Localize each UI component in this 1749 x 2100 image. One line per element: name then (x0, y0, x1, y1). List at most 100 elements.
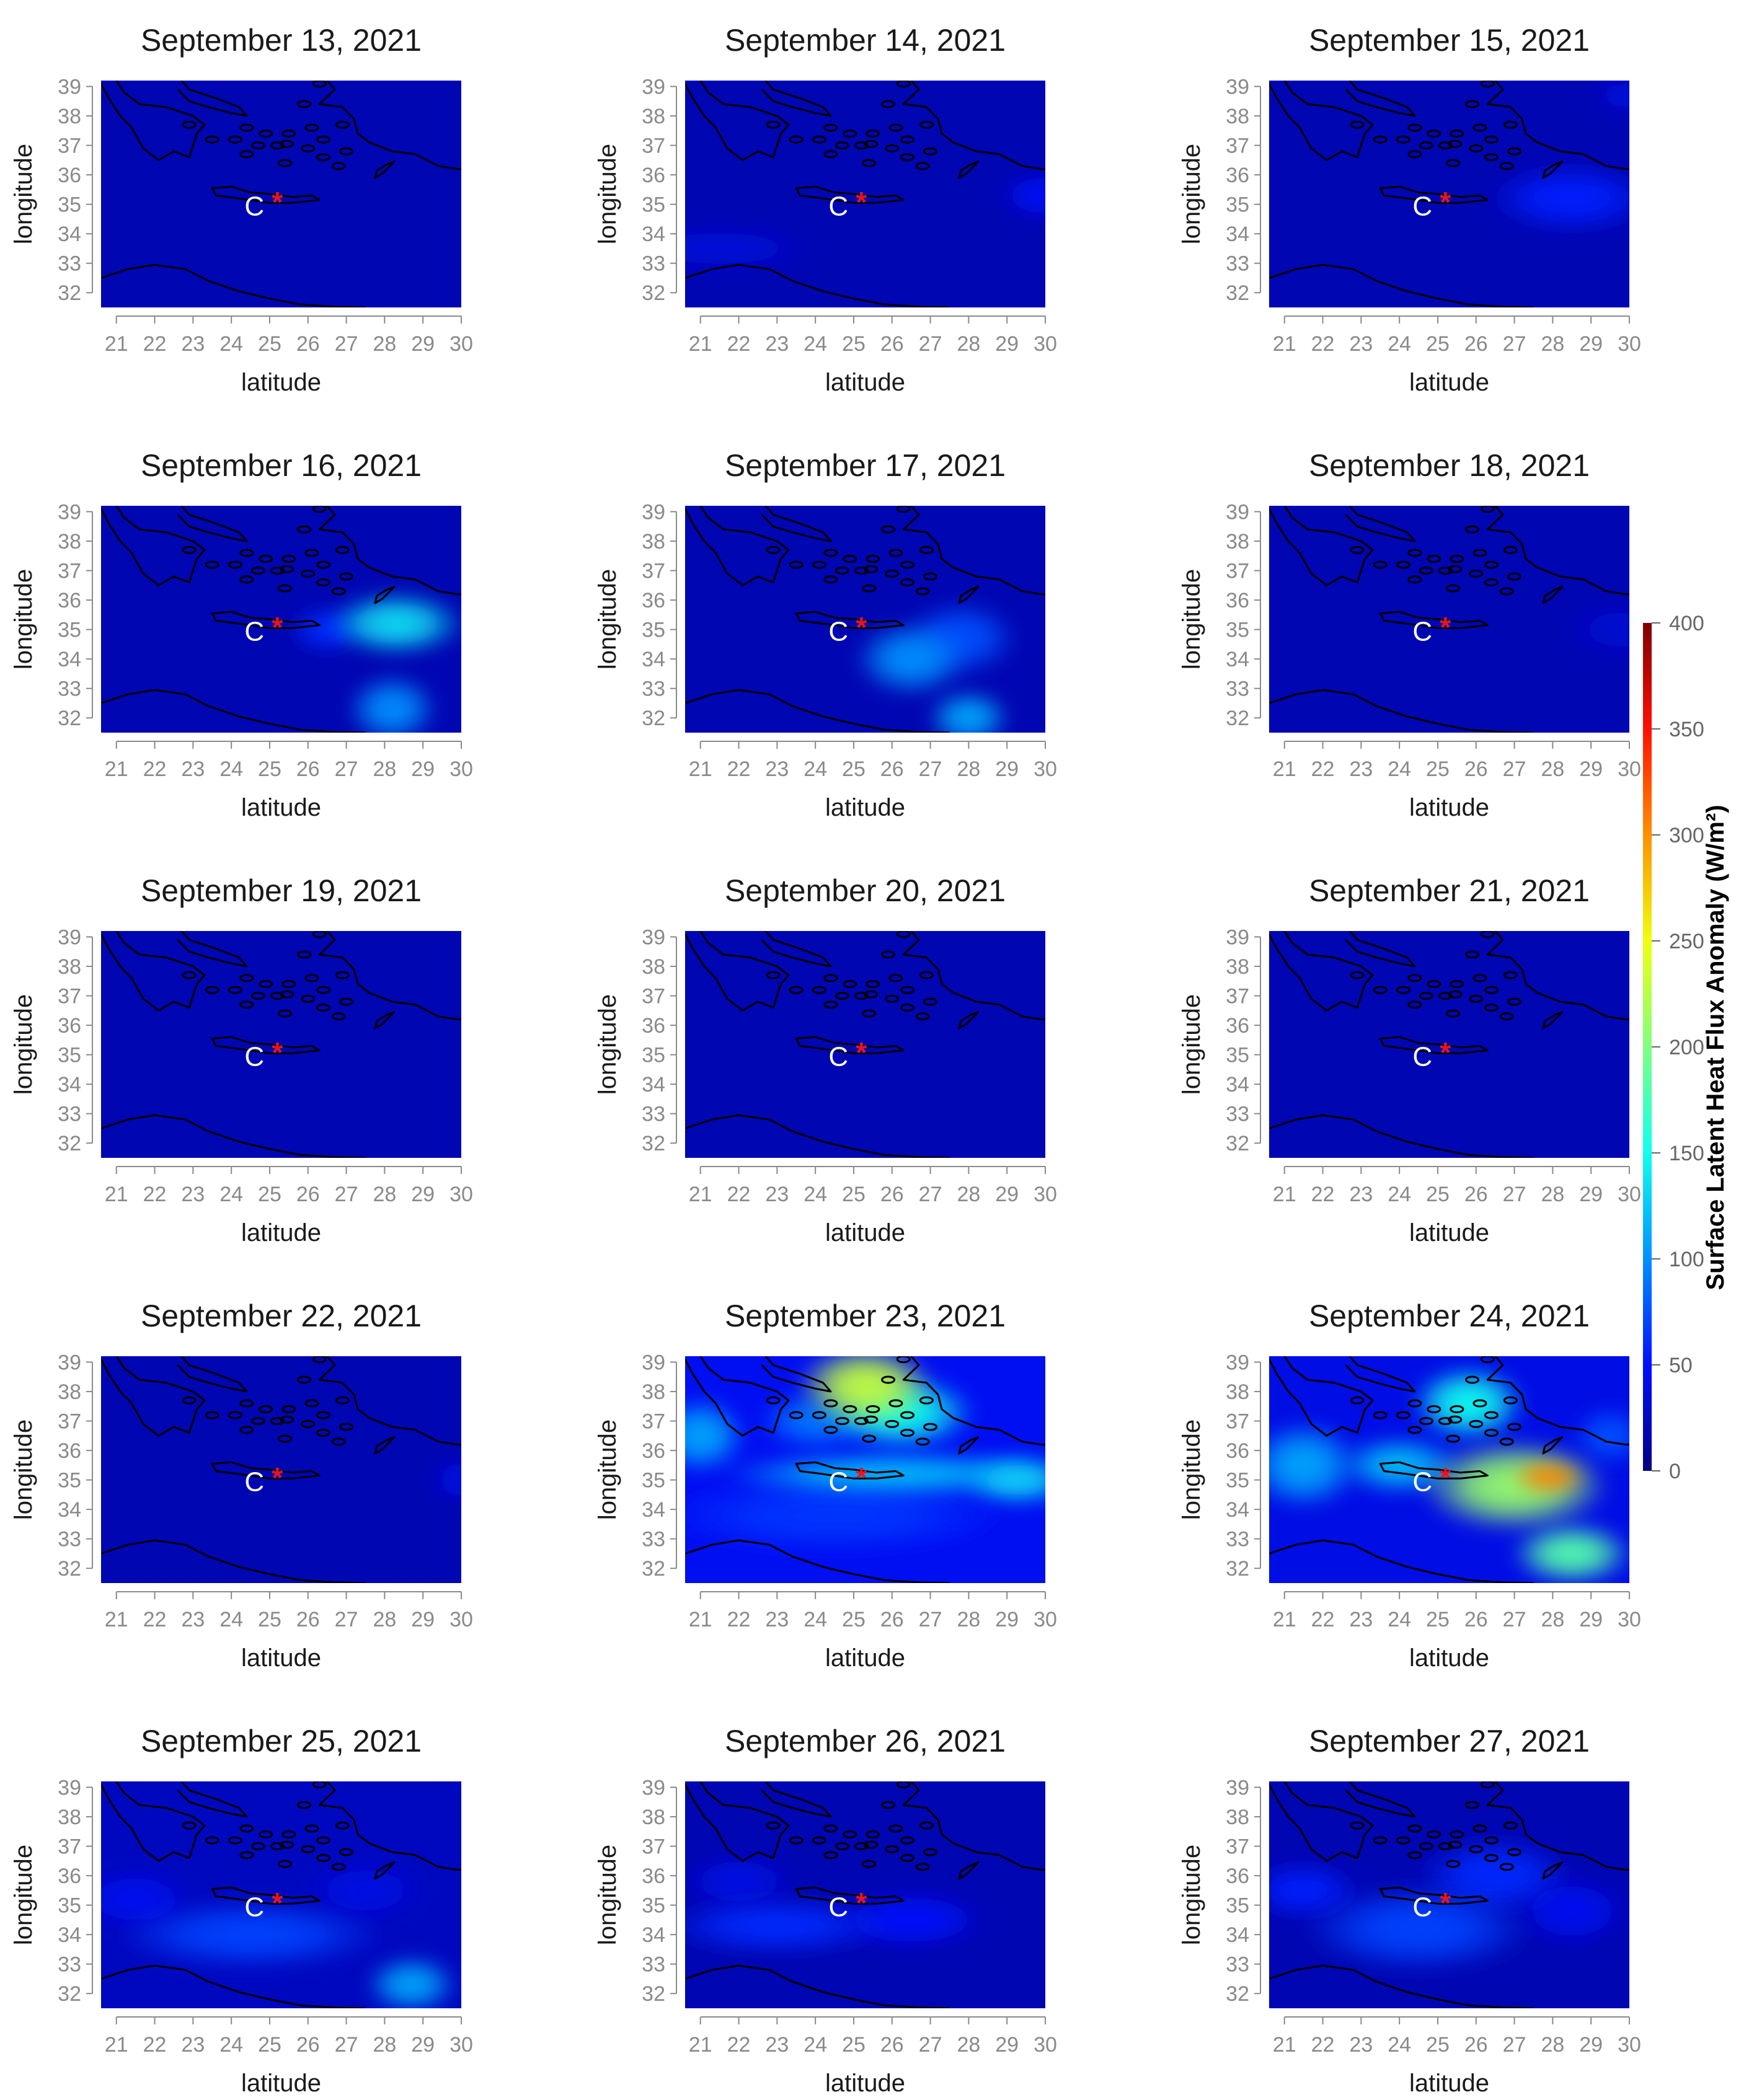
colorbar-gradient (1643, 623, 1652, 1471)
coastline-euboea (1345, 506, 1416, 542)
heatmap-panel: September 24, 2021 C * 32 33 34 35 36 37 38 39 21 22… (1178, 1299, 1641, 1672)
island (1499, 587, 1514, 596)
heat-hotspot (1487, 163, 1629, 234)
y-tick-label: 32 (642, 707, 665, 730)
y-tick-label: 36 (1226, 164, 1249, 187)
island (1373, 1836, 1388, 1845)
coastline-africa (685, 689, 950, 733)
island (1438, 992, 1453, 1000)
heat-hotspot (796, 1356, 934, 1427)
y-tick-label: 37 (1226, 135, 1249, 158)
island (182, 1821, 197, 1830)
coastline-greece (685, 506, 790, 586)
island (900, 1836, 914, 1845)
panel-title: September 22, 2021 (141, 1299, 422, 1333)
y-tick-label: 32 (58, 1557, 81, 1581)
island (1484, 1836, 1499, 1845)
coastline-euboea (177, 506, 248, 542)
marker-label: C (828, 1042, 848, 1072)
island (259, 1405, 273, 1414)
x-tick-label: 30 (449, 332, 473, 356)
coastline-africa (101, 1114, 366, 1158)
y-tick-label: 39 (642, 501, 665, 524)
x-tick-label: 26 (880, 1608, 904, 1631)
island (335, 545, 350, 554)
island (335, 1821, 350, 1830)
coastline-euboea (1345, 931, 1416, 968)
field-background (685, 931, 1045, 1158)
x-tick-label: 21 (689, 1608, 712, 1631)
y-tick-label: 35 (1226, 193, 1249, 217)
heat-field (101, 506, 461, 733)
island (919, 545, 934, 554)
coastline-euboea (177, 1356, 248, 1393)
epicenter-marker: * (1440, 611, 1451, 643)
coastline-euboea (1345, 81, 1416, 117)
island (1438, 567, 1453, 575)
heat-field (685, 1356, 1045, 1583)
island (1407, 1426, 1422, 1434)
panel-title: September 16, 2021 (141, 448, 422, 483)
island (1438, 1417, 1453, 1426)
island (862, 1434, 877, 1443)
island (881, 525, 896, 534)
heatmap-panel: September 17, 2021 C * 32 33 34 35 36 37 38 39 21 22… (594, 448, 1057, 821)
island (297, 1375, 312, 1384)
colorbar-tick-label: 400 (1669, 612, 1704, 635)
y-tick-label: 36 (58, 589, 81, 612)
x-tick-label: 22 (143, 757, 167, 781)
island (1503, 971, 1518, 979)
x-tick-label: 24 (804, 332, 827, 356)
island (1469, 994, 1484, 1003)
heat-hotspot (1510, 1459, 1588, 1495)
x-tick-label: 26 (1464, 757, 1488, 781)
island (766, 120, 781, 129)
island (1503, 120, 1518, 129)
x-tick-label: 21 (689, 2033, 712, 2057)
island (862, 1860, 877, 1868)
colorbar: 0 50 100 150 200 250 300 350 400 Surface Latent … (1643, 612, 1729, 1483)
island (1448, 1840, 1463, 1849)
island (205, 135, 219, 144)
island (281, 1405, 296, 1414)
island (1407, 1000, 1422, 1009)
x-tick-label: 28 (1541, 332, 1564, 356)
coastline-africa (101, 1964, 366, 2008)
x-tick-label: 22 (1311, 332, 1335, 356)
colorbar-tick-label: 250 (1669, 930, 1704, 953)
y-tick-label: 36 (58, 1439, 81, 1463)
island (239, 1824, 254, 1833)
y-axis-label: longitude (1178, 569, 1205, 669)
island (1484, 560, 1499, 569)
x-tick-label: 26 (296, 332, 320, 356)
coastline-greece (101, 81, 206, 161)
colorbar-tick-label: 0 (1669, 1460, 1681, 1483)
y-tick-label: 33 (1226, 1103, 1249, 1126)
island (823, 1851, 838, 1860)
island (239, 1426, 254, 1434)
coastline-euboea (761, 1356, 832, 1393)
heat-hotspot (853, 620, 969, 697)
y-tick-label: 33 (642, 252, 665, 276)
coastline-africa (101, 263, 366, 307)
y-tick-label: 33 (642, 1103, 665, 1126)
epicenter-marker: * (1440, 186, 1451, 218)
island (1472, 1824, 1487, 1833)
y-tick-label: 32 (1226, 1982, 1249, 2006)
heat-hotspot (1510, 1521, 1629, 1583)
coastline-greece (1269, 931, 1374, 1012)
coastline-turkey (318, 81, 461, 170)
coastline-africa (685, 1964, 950, 2008)
island (1465, 100, 1480, 108)
y-tick-label: 35 (58, 1469, 81, 1493)
y-tick-label: 34 (642, 1923, 665, 1947)
y-axis-label: longitude (10, 1419, 37, 1520)
y-tick-label: 36 (642, 1439, 665, 1463)
island (259, 1830, 273, 1839)
x-tick-label: 25 (842, 757, 866, 781)
island (1407, 1851, 1422, 1860)
coastline (685, 1356, 1045, 1583)
y-tick-label: 34 (1226, 1923, 1249, 1947)
colorbar-tick-label: 50 (1669, 1354, 1693, 1377)
island (281, 555, 296, 563)
